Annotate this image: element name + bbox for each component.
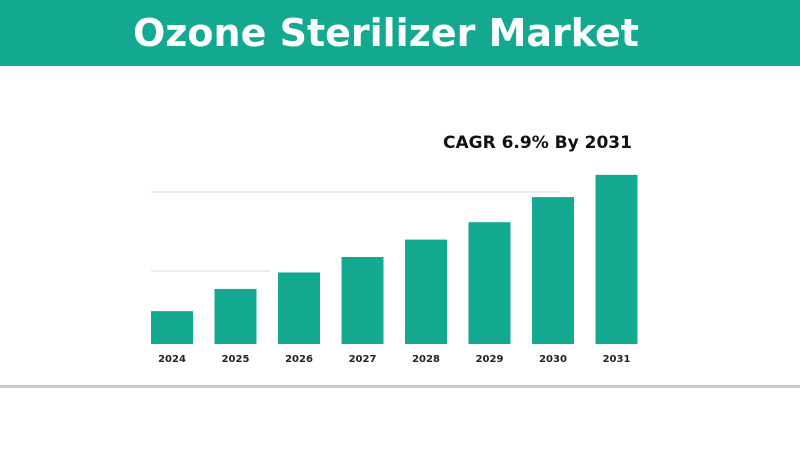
bar-2026 [278,272,320,344]
x-tick-label-2029: 2029 [476,354,504,365]
bar-2024 [151,311,193,344]
x-tick-label-2024: 2024 [158,354,186,365]
bar-2030 [532,197,574,344]
cagr-annotation: CAGR 6.9% By 2031 [443,133,632,153]
x-tick-label-2031: 2031 [603,354,631,365]
bar-2025 [214,288,257,344]
bottom-divider [0,385,800,388]
bar-2031 [595,174,638,344]
x-tick-label-2025: 2025 [222,354,250,365]
title-banner: Ozone Sterilizer Market [0,0,800,66]
x-tick-label-2027: 2027 [349,354,377,365]
bar-2028 [405,239,447,344]
x-tick-label-2030: 2030 [539,354,567,365]
x-tick-label-2028: 2028 [412,354,440,365]
page-title: Ozone Sterilizer Market [133,11,639,55]
bar-2029 [468,222,511,344]
x-tick-label-2026: 2026 [285,354,313,365]
bar-2027 [341,257,384,344]
